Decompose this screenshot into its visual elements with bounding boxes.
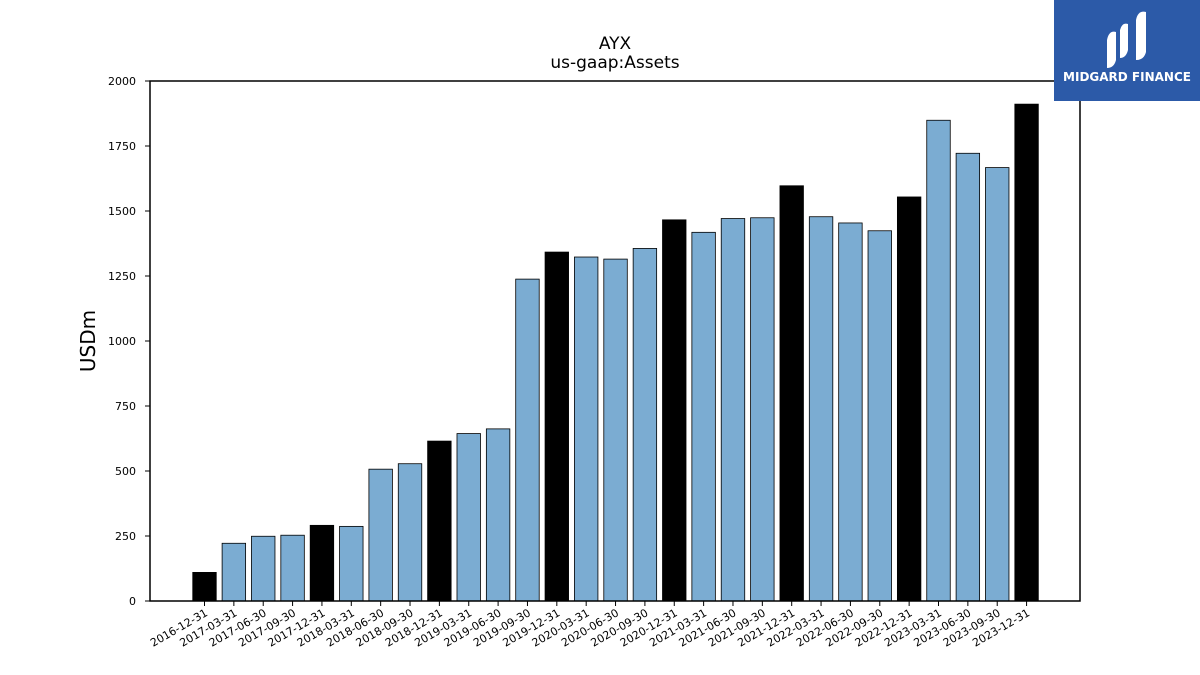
- y-tick-label: 2000: [108, 75, 136, 88]
- bars-group: [192, 103, 1039, 602]
- bar-2020-06-30: [603, 258, 628, 602]
- bar-2018-12-31: [427, 440, 452, 602]
- bar-2019-12-31: [544, 251, 569, 602]
- y-tick-label: 500: [115, 465, 136, 478]
- bar-2022-06-30: [838, 222, 863, 602]
- bar-2021-03-31: [691, 231, 716, 602]
- x-axis-ticks: 2016-12-312017-03-312017-06-302017-09-30…: [148, 601, 1032, 650]
- bar-2017-12-31: [309, 524, 335, 602]
- bar-2020-09-30: [632, 248, 658, 602]
- bar-2018-09-30: [397, 463, 423, 602]
- bar-2022-09-30: [867, 230, 892, 602]
- chart-subtitle: us-gaap:Assets: [550, 53, 679, 73]
- bar-2023-12-31: [1014, 103, 1039, 602]
- midgard-logo-icon: MIDGARD FINANCE: [1054, 0, 1200, 101]
- chart-title: AYX: [599, 34, 632, 54]
- bar-2019-09-30: [515, 278, 540, 602]
- logo-text: MIDGARD FINANCE: [1063, 70, 1191, 84]
- y-tick-label: 1750: [108, 140, 136, 153]
- bar-2021-09-30: [750, 217, 775, 602]
- bar-2017-06-30: [251, 535, 276, 602]
- bar-2017-09-30: [280, 534, 305, 602]
- y-tick-label: 750: [115, 400, 136, 413]
- y-tick-label: 250: [115, 530, 136, 543]
- y-tick-label: 1500: [108, 205, 136, 218]
- y-axis-ticks: 0 250 500 750 1000 1250 1500 1750 2000: [108, 75, 150, 608]
- bar-2023-03-31: [926, 119, 951, 602]
- y-tick-label: 1250: [108, 270, 136, 283]
- bar-2017-03-31: [221, 542, 247, 602]
- bar-2021-12-31: [779, 185, 804, 602]
- bar-2018-06-30: [368, 468, 393, 602]
- bar-2021-06-30: [720, 218, 746, 602]
- brand-logo: MIDGARD FINANCE: [1054, 0, 1200, 101]
- bar-2019-03-31: [456, 433, 481, 602]
- bar-2022-03-31: [808, 216, 834, 602]
- plot-frame: [149, 80, 1081, 602]
- bar-2016-12-31: [192, 572, 217, 602]
- bar-2020-12-31: [662, 219, 687, 602]
- y-axis-label: USDm: [76, 310, 100, 372]
- y-tick-label: 0: [129, 595, 136, 608]
- bar-2020-03-31: [574, 256, 599, 602]
- bar-2023-09-30: [985, 167, 1010, 602]
- y-tick-label: 1000: [108, 335, 136, 348]
- bar-2018-03-31: [339, 525, 364, 602]
- bar-2019-06-30: [485, 428, 511, 602]
- bar-2022-12-31: [896, 196, 922, 602]
- bar-2023-06-30: [955, 152, 981, 602]
